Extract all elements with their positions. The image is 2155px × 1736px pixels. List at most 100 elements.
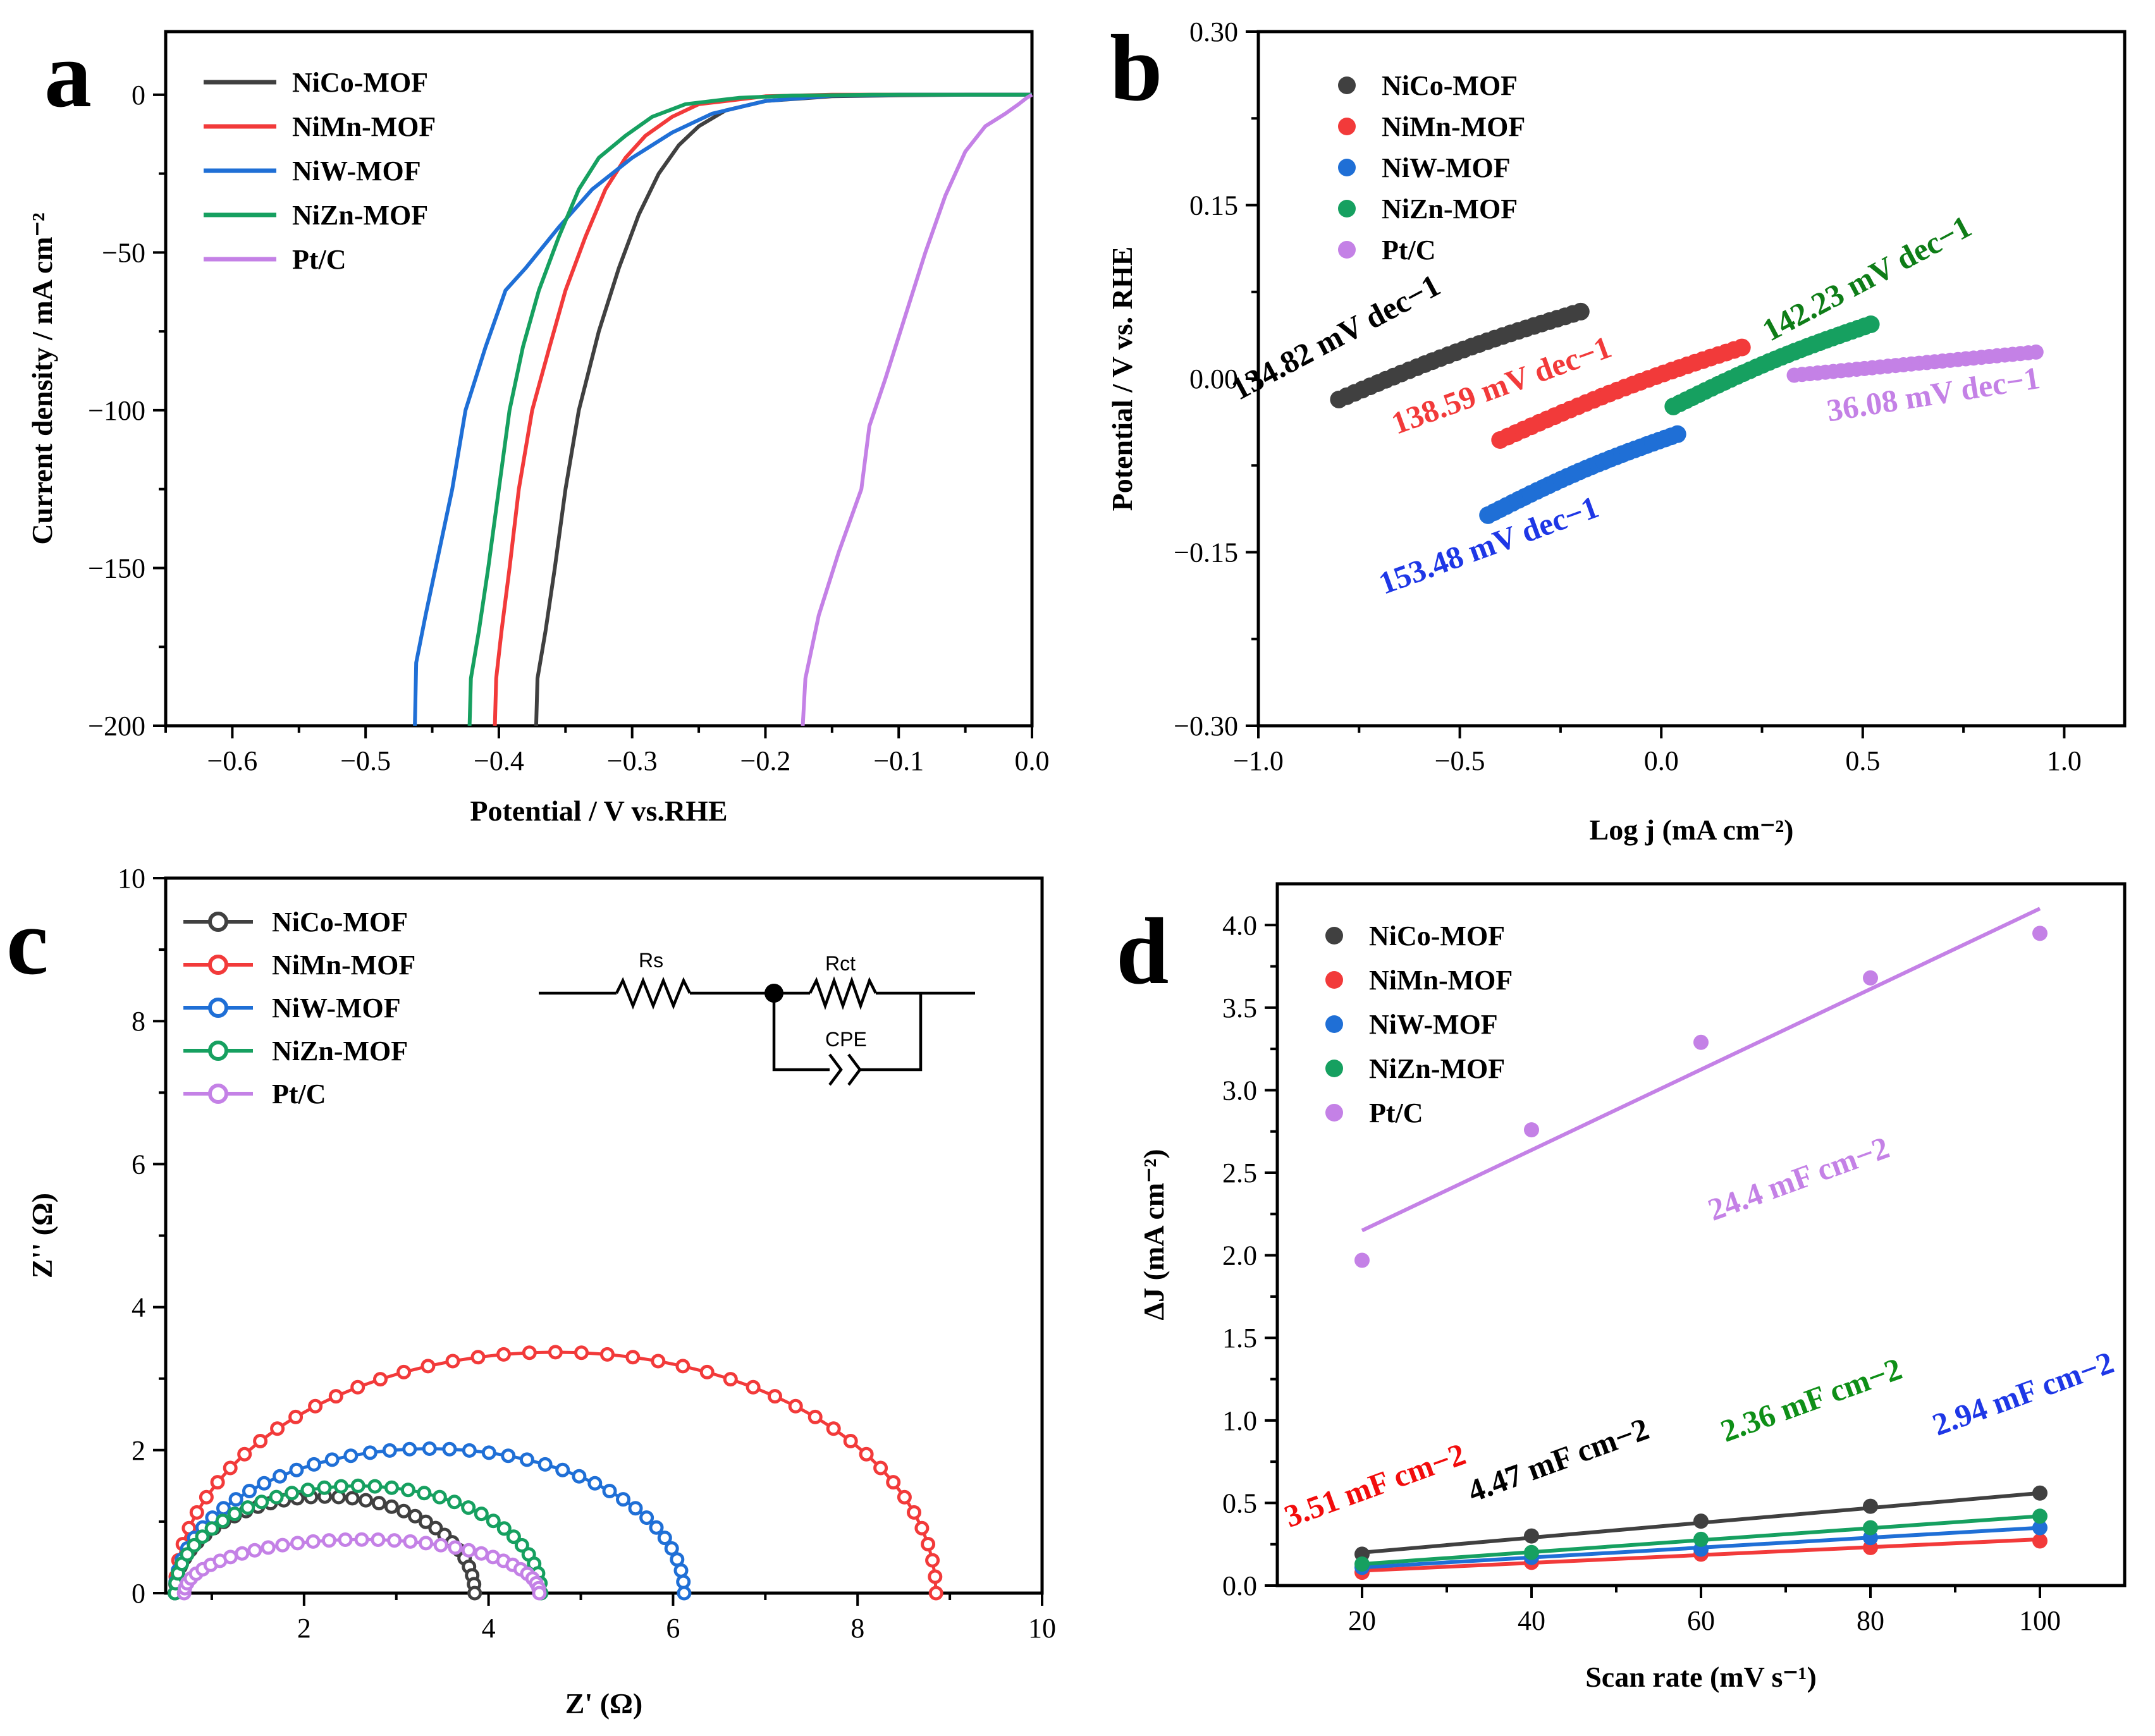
point-nimn-mof bbox=[574, 1345, 589, 1360]
point-nimn-mof bbox=[210, 1475, 225, 1490]
y-axis-label: Potential / V vs. RHE bbox=[1106, 247, 1138, 511]
x-tick-label: 2 bbox=[297, 1613, 311, 1644]
point-niw-mof bbox=[2032, 1520, 2048, 1536]
y-tick-label: 10 bbox=[118, 863, 145, 894]
point-nimn-mof bbox=[223, 1460, 238, 1476]
fit-curve-pt-c bbox=[182, 1537, 541, 1594]
y-axis-label: ΔJ (mA cm⁻²) bbox=[1138, 1149, 1170, 1320]
x-tick-label: 10 bbox=[1028, 1613, 1056, 1644]
x-tick-label: −0.2 bbox=[740, 745, 791, 776]
legend-label-nizn-mof: NiZn-MOF bbox=[272, 1036, 408, 1067]
point-nico-mof bbox=[384, 1499, 399, 1514]
point-nizn-mof bbox=[384, 1480, 399, 1495]
point-nimn-mof bbox=[625, 1350, 641, 1365]
point-nimn-mof bbox=[445, 1354, 460, 1369]
point-niw-mof bbox=[1668, 425, 1686, 443]
point-nizn-mof bbox=[1524, 1544, 1539, 1560]
legend-marker-niw-mof bbox=[1338, 159, 1356, 176]
point-nimn-mof bbox=[826, 1421, 841, 1436]
point-nico-mof bbox=[2032, 1485, 2048, 1501]
legend-marker-nico-mof bbox=[208, 912, 228, 932]
point-pt-c bbox=[338, 1532, 353, 1547]
point-nimn-mof bbox=[788, 1398, 803, 1414]
point-nico-mof bbox=[1693, 1513, 1709, 1529]
x-axis-label: Potential / V vs.RHE bbox=[470, 795, 727, 827]
capacitance-label-pt-c: 24.4 mF cm−2 bbox=[1704, 1129, 1894, 1227]
legend-label-nico-mof: NiCo-MOF bbox=[1369, 920, 1505, 951]
y-tick-label: −0.15 bbox=[1174, 537, 1238, 568]
panel-c: c Rs Rct CPE 2 4 6 8 10 0 2 4 6 8 10 Z' (Ω) Z'' (Ω) N… bbox=[6, 863, 1056, 1720]
point-nizn-mof bbox=[1862, 315, 1880, 333]
point-nizn-mof bbox=[240, 1500, 255, 1515]
capacitance-label-niw-mof: 2.94 mF cm−2 bbox=[1928, 1344, 2118, 1442]
y-tick-label: 3.5 bbox=[1222, 993, 1257, 1024]
curve-nizn-mof bbox=[467, 92, 1032, 726]
point-nimn-mof bbox=[859, 1446, 874, 1462]
x-tick-label: 4 bbox=[482, 1613, 496, 1644]
point-nimn-mof bbox=[599, 1347, 615, 1362]
point-nimn-mof bbox=[253, 1434, 268, 1448]
point-niw-mof bbox=[628, 1501, 643, 1516]
cpe-element bbox=[847, 1053, 862, 1086]
point-niw-mof bbox=[422, 1441, 437, 1456]
point-niw-mof bbox=[676, 1574, 691, 1589]
legend-marker-nico-mof bbox=[1325, 927, 1343, 944]
point-nimn-mof bbox=[807, 1409, 823, 1424]
legend-marker-niw-mof bbox=[208, 998, 228, 1018]
legend-label-nizn-mof: NiZn-MOF bbox=[1369, 1053, 1505, 1084]
plot-frame bbox=[164, 30, 1034, 728]
y-tick-label: 0.15 bbox=[1189, 190, 1238, 221]
y-tick-label: 2.5 bbox=[1222, 1158, 1257, 1189]
x-tick-label: −0.3 bbox=[607, 745, 658, 776]
y-tick-label: 8 bbox=[132, 1006, 145, 1037]
x-tick-label: −0.4 bbox=[474, 745, 524, 776]
legend-marker-pt-c bbox=[208, 1084, 228, 1104]
point-nico-mof bbox=[467, 1586, 482, 1601]
x-tick-label: 20 bbox=[1348, 1605, 1376, 1636]
point-pt-c bbox=[1863, 970, 1878, 986]
point-niw-mof bbox=[677, 1586, 692, 1601]
point-nimn-mof bbox=[199, 1489, 214, 1505]
point-nimn-mof bbox=[308, 1398, 323, 1414]
point-niw-mof bbox=[289, 1462, 304, 1477]
point-nizn-mof bbox=[350, 1478, 365, 1493]
point-pt-c bbox=[2032, 926, 2048, 941]
point-pt-c bbox=[261, 1540, 276, 1555]
slope-label-nimn-mof: 138.59 mV dec−1 bbox=[1387, 329, 1616, 441]
x-tick-label: 100 bbox=[2019, 1605, 2061, 1636]
y-tick-label: 0.30 bbox=[1189, 16, 1238, 47]
point-nimn-mof bbox=[651, 1354, 666, 1369]
point-pt-c bbox=[448, 1540, 463, 1555]
y-tick-label: 1.5 bbox=[1222, 1323, 1257, 1354]
point-nico-mof bbox=[408, 1508, 422, 1524]
point-niw-mof bbox=[587, 1476, 603, 1491]
y-tick-label: −100 bbox=[88, 395, 145, 426]
point-nico-mof bbox=[371, 1496, 386, 1511]
point-pt-c bbox=[433, 1537, 448, 1553]
point-nizn-mof bbox=[254, 1495, 269, 1510]
point-nizn-mof bbox=[506, 1529, 521, 1544]
y-tick-label: 0 bbox=[132, 1578, 145, 1609]
legend-marker-nizn-mof bbox=[1338, 200, 1356, 217]
point-nimn-mof bbox=[921, 1537, 936, 1551]
plot-frame bbox=[164, 876, 1044, 1595]
equivalent-circuit: Rs Rct CPE bbox=[539, 949, 975, 1086]
legend-marker-nizn-mof bbox=[208, 1041, 228, 1061]
point-pt-c bbox=[235, 1546, 250, 1561]
legend-label-pt-c: Pt/C bbox=[272, 1079, 326, 1109]
legend-label-niw-mof: NiW-MOF bbox=[272, 993, 401, 1024]
x-tick-label: 60 bbox=[1687, 1605, 1715, 1636]
point-pt-c bbox=[403, 1534, 418, 1549]
x-tick-label: 8 bbox=[850, 1613, 864, 1644]
point-niw-mof bbox=[616, 1492, 630, 1507]
point-niw-mof bbox=[537, 1457, 553, 1472]
point-niw-mof bbox=[362, 1445, 378, 1460]
point-niw-mof bbox=[324, 1452, 340, 1467]
panel-d: d 20 40 60 80 100 0.0 0.5 1.0 1.5 2.0 2.5 3.0 3.5 4.0… bbox=[1116, 882, 2127, 1693]
x-tick-label: 1.0 bbox=[2047, 745, 2082, 776]
x-axis-label: Z' (Ω) bbox=[565, 1687, 642, 1720]
point-niw-mof bbox=[572, 1469, 587, 1484]
curve-niw-mof bbox=[413, 92, 1032, 726]
point-nico-mof bbox=[1863, 1498, 1878, 1514]
legend-label-niw-mof: NiW-MOF bbox=[1382, 152, 1511, 183]
